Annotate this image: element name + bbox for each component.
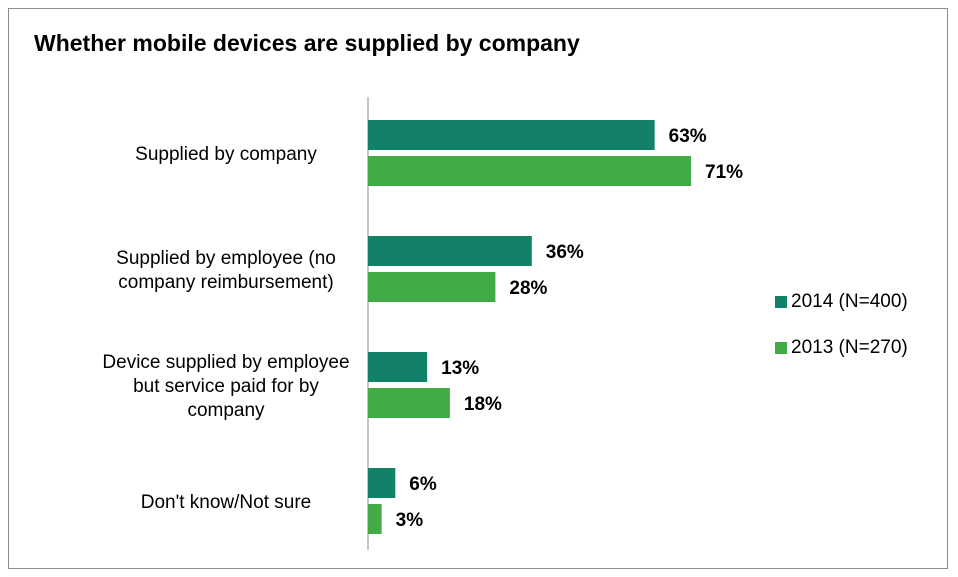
- bars-group: [368, 120, 692, 534]
- bar-series1-cat2: [368, 236, 532, 266]
- data-label-series1-cat3: 13%: [441, 358, 479, 379]
- data-label-series2-cat3: 18%: [464, 394, 502, 415]
- data-label-series2-cat4: 3%: [396, 510, 424, 531]
- value-labels: 63% 71% 36% 28% 13% 18% 6% 3%: [396, 126, 744, 531]
- legend-label-1: 2014 (N=400): [791, 291, 908, 312]
- bar-series2-cat1: [368, 156, 692, 186]
- category-label-3: Device supplied by employee but service p…: [102, 352, 349, 421]
- category-labels: Supplied by company Supplied by employee …: [102, 144, 349, 513]
- legend-item-1: 2014 (N=400): [775, 290, 908, 314]
- data-label-series1-cat4: 6%: [409, 474, 437, 495]
- bar-series2-cat2: [368, 272, 496, 302]
- legend: 2014 (N=400) 2013 (N=270): [775, 290, 908, 382]
- legend-label-2: 2013 (N=270): [791, 337, 908, 358]
- category-label-2: Supplied by employee (no company reimburs…: [116, 248, 336, 293]
- legend-swatch-2: [775, 342, 787, 354]
- data-label-series2-cat1: 71%: [705, 162, 743, 183]
- data-label-series1-cat2: 36%: [546, 242, 584, 263]
- category-label-4: Don't know/Not sure: [141, 492, 311, 513]
- data-label-series2-cat2: 28%: [509, 278, 547, 299]
- bar-series2-cat3: [368, 388, 450, 418]
- bar-series1-cat3: [368, 352, 428, 382]
- legend-swatch-1: [775, 296, 787, 308]
- bar-series1-cat4: [368, 468, 396, 498]
- data-label-series1-cat1: 63%: [669, 126, 707, 147]
- legend-item-2: 2013 (N=270): [775, 336, 908, 360]
- chart-title: Whether mobile devices are supplied by c…: [34, 30, 580, 56]
- bar-series1-cat1: [368, 120, 655, 150]
- category-label-1: Supplied by company: [135, 144, 317, 165]
- bar-series2-cat4: [368, 504, 382, 534]
